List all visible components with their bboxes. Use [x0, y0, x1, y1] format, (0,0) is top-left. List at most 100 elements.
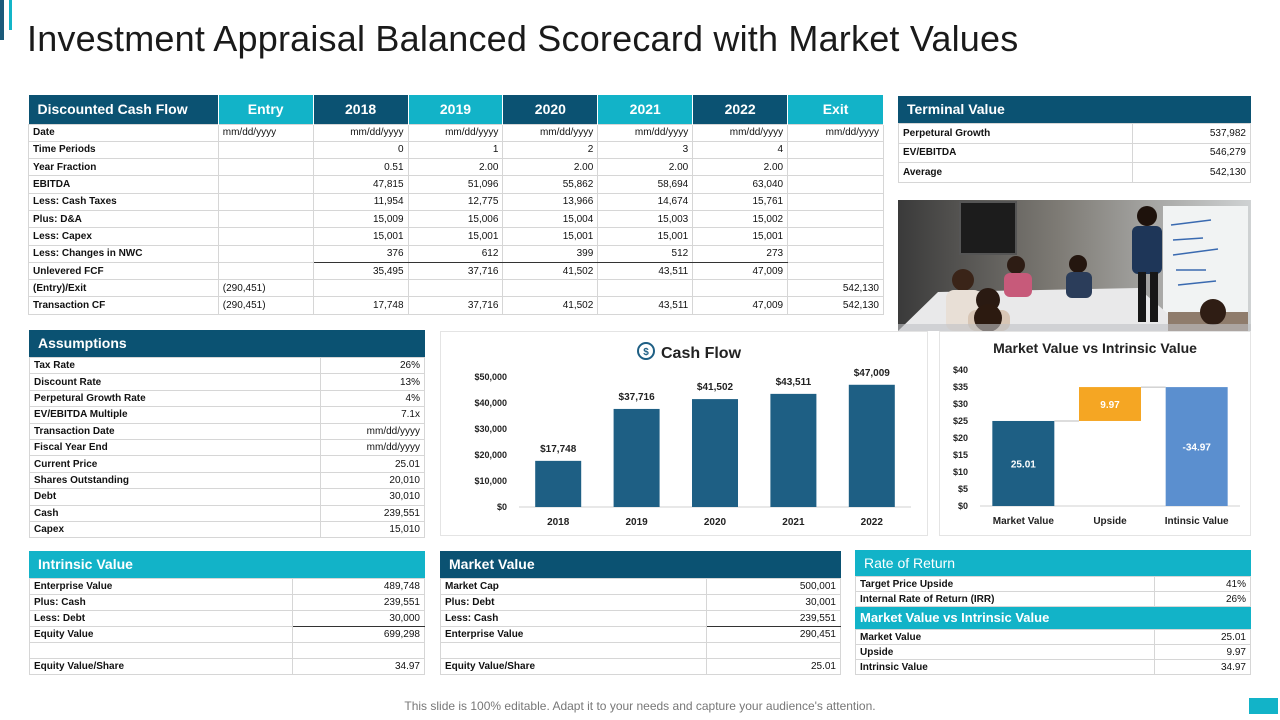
kv-label: Market Cap	[439, 578, 708, 595]
kv-value: 546,279	[1132, 142, 1251, 163]
y-tick-label: $50,000	[474, 372, 507, 382]
data-label: 25.01	[1011, 459, 1036, 470]
rate-of-return-header: Rate of Return	[855, 550, 1251, 576]
dcf-cell	[217, 192, 314, 211]
y-tick-label: $35	[953, 382, 968, 392]
dcf-cell: (290,451)	[217, 279, 314, 298]
bar	[613, 408, 660, 507]
dcf-cell: 612	[407, 244, 504, 263]
kv-value: 290,451	[706, 626, 841, 643]
kv-value: 20,010	[320, 471, 425, 490]
market-value-header: Market Value	[440, 551, 841, 578]
dcf-row-label: Transaction CF	[28, 296, 219, 315]
dcf-cell: 542,130	[787, 296, 884, 315]
kv-label: Fiscal Year End	[28, 438, 322, 457]
dcf-title-header: Discounted Cash Flow	[28, 95, 219, 124]
kv-value: 537,982	[1132, 123, 1251, 144]
title-accent-bar-secondary	[9, 0, 12, 30]
dcf-cell: 37,716	[407, 296, 504, 315]
kv-label: Cash	[28, 504, 322, 522]
y-tick-label: $10	[953, 467, 968, 477]
dcf-row-label: EBITDA	[28, 175, 219, 194]
dcf-col-header: Exit	[787, 95, 884, 124]
kv-row: Target Price Upside 41%	[854, 576, 1251, 592]
kv-value: 30,010	[320, 488, 425, 506]
intrinsic-value-panel: Intrinsic Value Enterprise Value 489,748 P…	[28, 551, 425, 675]
kv-label: Transaction Date	[28, 422, 322, 440]
dcf-col-header: 2021	[597, 95, 694, 124]
dcf-cell	[217, 244, 314, 263]
dcf-cell	[787, 158, 884, 177]
dcf-cell: 47,009	[692, 296, 789, 315]
dcf-cell	[217, 140, 314, 160]
kv-value: 26%	[1154, 591, 1251, 607]
y-tick-label: $30	[953, 399, 968, 409]
kv-label: Plus: Debt	[439, 594, 708, 611]
kv-value: 25.01	[320, 455, 425, 473]
kv-value: 239,551	[292, 594, 425, 611]
kv-label: Intrinsic Value	[854, 659, 1156, 675]
dcf-cell	[787, 175, 884, 194]
kv-label: Internal Rate of Return (IRR)	[854, 591, 1156, 607]
kv-value: mm/dd/yyyy	[320, 438, 425, 457]
kv-row: EV/EBITDA Multiple 7.1x	[28, 406, 425, 424]
dcf-row-label: Unlevered FCF	[28, 261, 219, 281]
kv-row: Market Value 25.01	[854, 629, 1251, 645]
dcf-cell: 41,502	[502, 296, 599, 315]
kv-label: Plus: Cash	[28, 594, 294, 611]
kv-label: Market Value	[854, 629, 1156, 645]
dcf-cell: 15,001	[312, 227, 409, 246]
terminal-value-header: Terminal Value	[898, 96, 1251, 123]
kv-label: Less: Debt	[28, 610, 294, 627]
dcf-col-header: 2018	[313, 95, 409, 124]
kv-label: Less: Cash	[439, 610, 708, 627]
kv-value: 4%	[320, 389, 425, 408]
kv-row: Tax Rate 26%	[28, 356, 425, 375]
dcf-cell: 47,815	[312, 175, 409, 194]
kv-row: EV/EBITDA 546,279	[897, 142, 1251, 163]
dcf-col-header: Entry	[218, 95, 314, 124]
kv-value: 30,001	[706, 594, 841, 611]
page-title: Investment Appraisal Balanced Scorecard …	[27, 18, 1019, 59]
dollar-cycle-icon-glyph: $	[643, 347, 649, 358]
dcf-cell: 55,862	[502, 175, 599, 194]
kv-row: Enterprise Value 489,748	[28, 578, 425, 595]
dcf-cell: 3	[597, 140, 694, 160]
rate-of-return-panel: Rate of Return Target Price Upside 41% Int…	[854, 550, 1251, 675]
kv-row: Equity Value/Share 25.01	[439, 658, 841, 675]
assumptions-panel: Assumptions Tax Rate 26% Discount Rate 13% P…	[28, 330, 425, 539]
dcf-row: (Entry)/Exit (290,451) 542,130	[28, 279, 884, 298]
dcf-cell: 15,006	[407, 209, 504, 229]
dcf-row-label: Plus: D&A	[28, 209, 219, 229]
dcf-cell: 15,001	[502, 227, 599, 246]
y-tick-label: $10,000	[474, 476, 507, 486]
dcf-row: Less: Changes in NWC 376 612 399 512 273	[28, 244, 884, 263]
data-label: $37,716	[619, 392, 656, 403]
kv-row: Shares Outstanding 20,010	[28, 471, 425, 490]
kv-row: Capex 15,010	[28, 520, 425, 539]
dcf-cell	[217, 158, 314, 177]
dcf-row: EBITDA 47,815 51,096 55,862 58,694 63,040	[28, 175, 884, 194]
dcf-cell: 58,694	[597, 175, 694, 194]
market-vs-intrinsic-header: Market Value vs Intrinsic Value	[855, 607, 1251, 629]
dcf-cell: (290,451)	[217, 296, 314, 315]
y-tick-label: $40,000	[474, 398, 507, 408]
dcf-cell	[787, 261, 884, 281]
dcf-cell	[787, 227, 884, 246]
kv-label: EV/EBITDA Multiple	[28, 406, 322, 424]
dcf-cell	[787, 192, 884, 211]
corner-accent	[1249, 698, 1278, 714]
dcf-cell: 43,511	[597, 261, 694, 281]
dcf-cell	[787, 140, 884, 160]
dcf-cell	[217, 175, 314, 194]
dcf-cell: 0	[312, 140, 409, 160]
kv-value	[292, 642, 425, 659]
dcf-header-row: Discounted Cash Flow Entry 2018 2019 2020 202…	[28, 95, 884, 124]
kv-value: 26%	[320, 356, 425, 375]
dcf-cell	[787, 209, 884, 229]
x-tick-label: 2021	[782, 517, 805, 528]
kv-label: Tax Rate	[28, 356, 322, 375]
dcf-cell: 4	[692, 140, 789, 160]
dcf-cell: 47,009	[692, 261, 789, 281]
dcf-cell: 399	[502, 244, 599, 263]
